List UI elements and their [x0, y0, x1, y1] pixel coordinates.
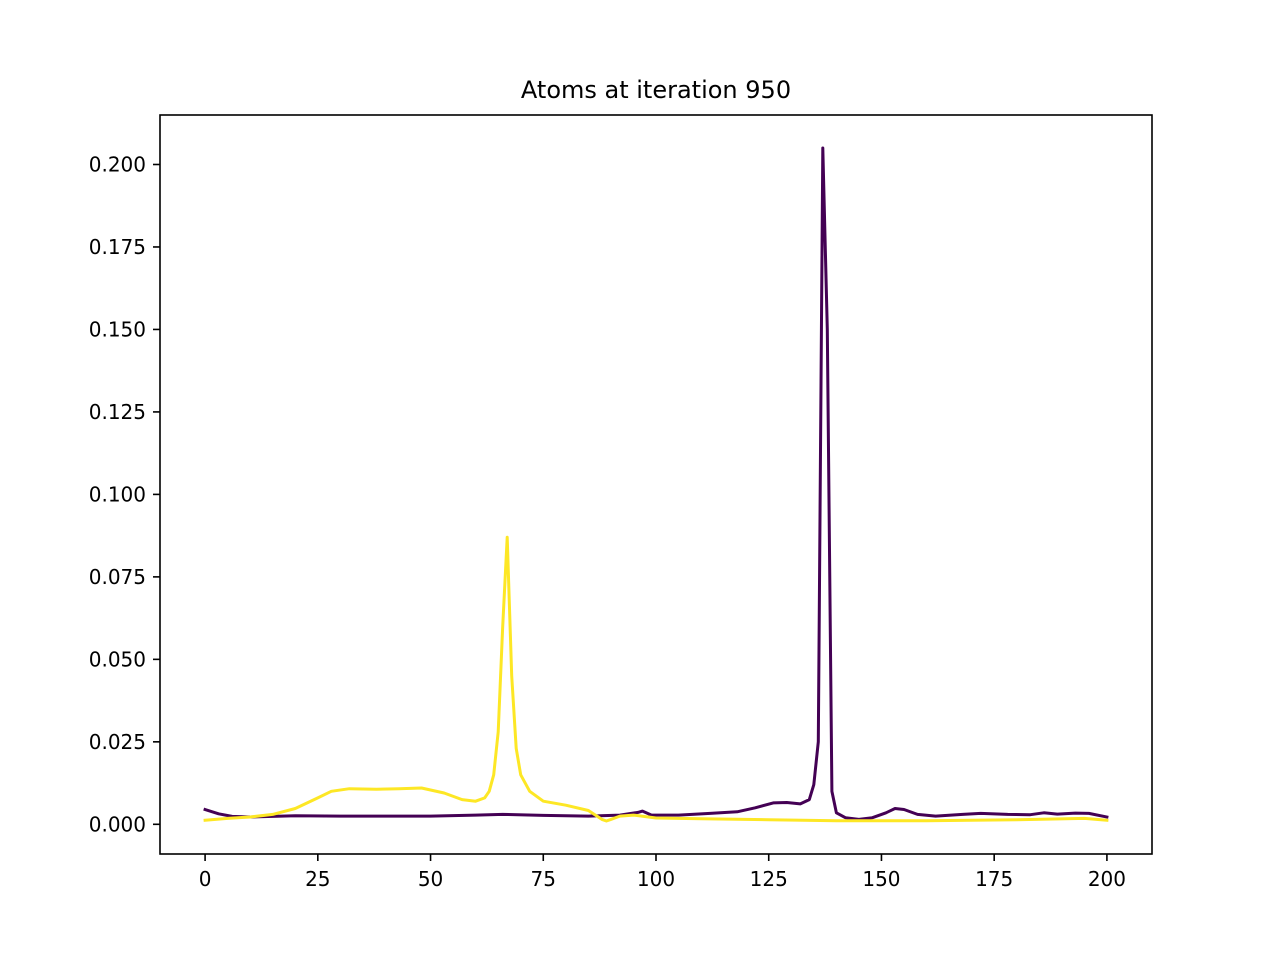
y-tick-label: 0.125 — [89, 400, 146, 424]
y-tick-label: 0.100 — [89, 482, 146, 506]
series-line-1 — [203, 146, 1109, 821]
y-tick-label: 0.025 — [89, 730, 146, 754]
y-axis: 0.000 0.025 0.050 0.075 0.100 0.125 0.150 0.175… — [89, 152, 160, 836]
plot-area — [160, 115, 1152, 854]
x-tick-label: 200 — [1088, 867, 1126, 891]
y-tick-label: 0.000 — [89, 812, 146, 836]
x-tick-label: 100 — [637, 867, 675, 891]
chart-title: Atoms at iteration 950 — [521, 76, 791, 104]
y-tick-label: 0.075 — [89, 565, 146, 589]
x-axis: 0 25 50 75 100 125 150 175 200 — [199, 854, 1126, 891]
y-tick-label: 0.175 — [89, 235, 146, 259]
series-layer — [203, 146, 1109, 823]
y-tick-label: 0.150 — [89, 317, 146, 341]
x-tick-label: 25 — [305, 867, 330, 891]
plot-frame — [159, 114, 1153, 855]
x-tick-label: 50 — [418, 867, 443, 891]
y-tick-label: 0.200 — [89, 152, 146, 176]
series-line-2 — [203, 535, 1109, 823]
x-tick-label: 75 — [531, 867, 556, 891]
x-tick-label: 0 — [199, 867, 212, 891]
x-tick-label: 150 — [862, 867, 900, 891]
x-tick-label: 125 — [750, 867, 788, 891]
y-tick-label: 0.050 — [89, 647, 146, 671]
x-tick-label: 175 — [975, 867, 1013, 891]
